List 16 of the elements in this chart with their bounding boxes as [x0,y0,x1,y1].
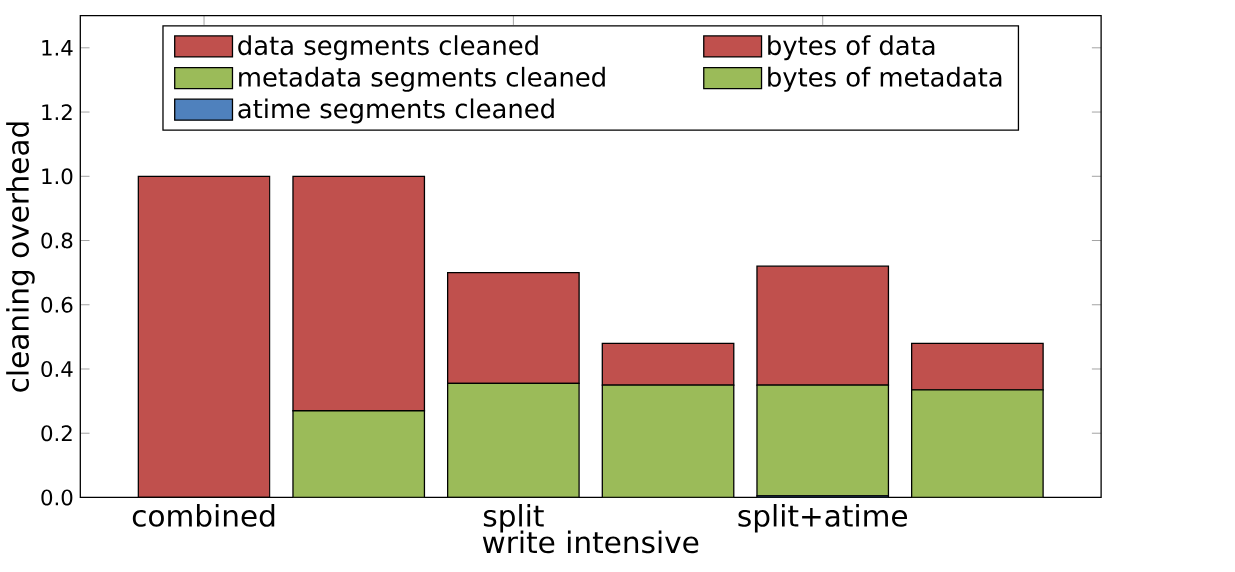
x-tick-label: split+atime [738,503,907,533]
y-tick-label: 1.4 [42,39,73,56]
y-tick-label: 0.6 [41,296,73,313]
y-axis-title: cleaning overhead [6,122,35,392]
y-tick-label: 0.0 [41,489,73,506]
legend-label: bytes of metadata [768,66,1002,92]
y-tick-label: 0.4 [41,360,73,377]
legend-label: atime segments cleaned [238,98,554,124]
y-tick-label: 1.0 [42,168,73,185]
legend-label: metadata segments cleaned [239,66,605,92]
y-tick-label: 1.2 [42,104,72,120]
y-tick-label: 0.8 [41,232,73,249]
legend-label: bytes of data [768,35,935,61]
y-tick-label: 0.2 [41,425,72,442]
x-tick-label: combined [132,503,275,527]
legend-label: data segments cleaned [238,35,538,61]
